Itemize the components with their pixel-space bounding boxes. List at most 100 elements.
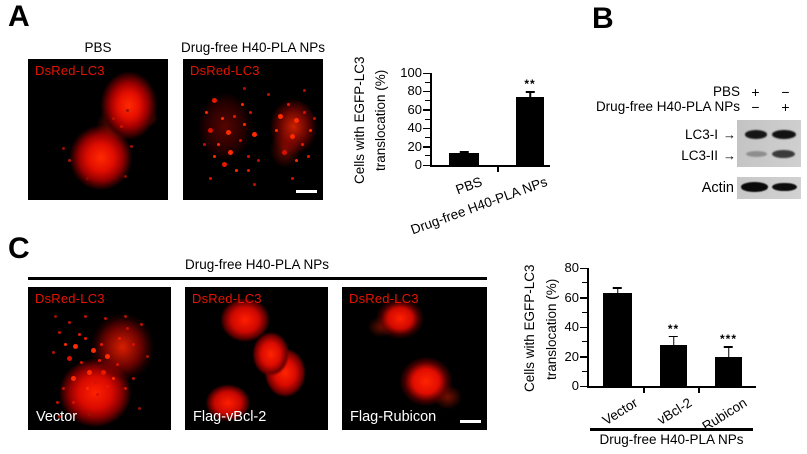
y-tick-label: 80	[564, 260, 579, 275]
error-bar	[529, 91, 531, 100]
y-tick-label: 60	[407, 101, 422, 117]
y-axis-label-line2: translocation (%)	[373, 69, 388, 171]
y-axis-tick	[425, 136, 430, 138]
error-bar	[463, 151, 465, 157]
x-axis-tick	[643, 388, 645, 393]
y-axis-tick	[580, 326, 587, 328]
micrograph-drugfree-nps: DsRed-LC3	[183, 59, 323, 200]
y-axis-tick	[423, 164, 430, 166]
y-axis-tick	[423, 146, 430, 148]
x-axis-tick	[698, 388, 700, 393]
y-axis-tick	[582, 341, 587, 343]
actin-band-lane1	[741, 182, 768, 192]
significance-marker: **	[524, 77, 536, 92]
chart-egfp-lc3-translocation-c: Cells with EGFP-LC3 translocation (%) Ve…	[505, 238, 807, 454]
dsred-lc3-label: DsRed-LC3	[349, 291, 419, 306]
dsred-lc3-label: DsRed-LC3	[35, 291, 105, 306]
panel-b-label: B	[592, 2, 614, 35]
micrograph-flag-rubicon: DsRed-LC3 Flag-Rubicon	[342, 287, 487, 430]
fluorescent-cells	[28, 59, 168, 200]
dsred-lc3-label: DsRed-LC3	[190, 63, 260, 78]
lc3-puncta	[28, 287, 31, 290]
arrow-right-icon: →	[723, 148, 736, 163]
y-axis-tick	[425, 81, 430, 83]
lane1-pbs-sign: +	[751, 84, 760, 100]
error-bar	[727, 346, 730, 360]
y-axis-tick	[425, 118, 430, 120]
y-tick-label: 40	[407, 120, 422, 136]
lc3-i-band-lane2	[772, 129, 796, 139]
bar-group-rubicon: *** Rubicon	[700, 268, 750, 434]
panel-a-image1-title: PBS	[84, 40, 112, 55]
lc3-ii-band-lane2	[772, 150, 795, 158]
y-tick-label: 40	[564, 319, 579, 334]
lc3-puncta	[183, 59, 186, 62]
panel-c-header: Drug-free H40-PLA NPs	[184, 257, 330, 272]
bar-drugfree-nps	[516, 96, 544, 165]
bar-group-pbs: PBS	[449, 73, 484, 197]
y-axis-tick	[580, 267, 587, 269]
group-label: Drug-free H40-PLA NPs	[599, 432, 744, 447]
significance-marker: ***	[719, 332, 737, 347]
plot-area: PBS ** Drug-free H40-PLA NPs 0 20 40 60 80 10…	[400, 65, 550, 237]
y-axis-label-line1: Cells with EGFP-LC3	[352, 56, 367, 184]
micrograph-pbs: DsRed-LC3	[28, 59, 168, 200]
group-underline	[590, 428, 753, 431]
actin-band-lane2	[772, 182, 797, 191]
y-axis-tick	[580, 297, 587, 299]
y-axis-tick	[423, 109, 430, 111]
bar-group-vector: Vector	[600, 268, 640, 428]
micrograph-flag-vbcl2: DsRed-LC3 Flag-vBcl-2	[185, 287, 328, 430]
condition-row-nps: Drug-free H40-PLA NPs	[595, 99, 740, 114]
lc3-ii-row-label: LC3-II →	[620, 148, 736, 163]
y-axis-label-line1: Cells with EGFP-LC3	[522, 264, 537, 392]
y-tick-label: 20	[564, 348, 579, 364]
x-tick-label: Vector	[599, 395, 640, 429]
y-axis-tick	[425, 100, 430, 102]
bar-group-vbcl2: ** vBcl-2	[655, 268, 695, 428]
lc3-ii-band-lane1	[746, 151, 767, 157]
flag-rubicon-caption: Flag-Rubicon	[350, 409, 437, 425]
y-tick-label: 0	[571, 378, 579, 393]
lc3-puncta	[28, 59, 31, 62]
dsred-lc3-label: DsRed-LC3	[35, 63, 105, 78]
y-axis-tick	[580, 385, 587, 387]
plot-area: Vector ** vBcl-2 *** Rubicon 0 20 40 60 80	[565, 260, 756, 434]
lc3-ii-label: LC3-II	[681, 148, 718, 163]
y-tick-label: 80	[407, 83, 422, 99]
panel-c-label: C	[8, 232, 30, 265]
fluorescent-cells	[28, 287, 171, 430]
bar-pbs	[449, 153, 479, 165]
actin-label: Actin	[701, 180, 734, 196]
lc3-i-row-label: LC3-I →	[620, 127, 736, 142]
bar-group-drugfree-nps: ** Drug-free H40-PLA NPs	[409, 73, 550, 237]
micrograph-vector: DsRed-LC3 Vector	[28, 287, 171, 430]
fluorescent-cells	[183, 59, 323, 200]
y-axis-tick	[423, 127, 430, 130]
panel-c-header-line	[28, 277, 487, 280]
arrow-right-icon: →	[723, 127, 736, 142]
flag-vbcl2-caption: Flag-vBcl-2	[193, 409, 267, 425]
y-tick-label: 60	[564, 289, 579, 305]
lane1-nps-sign: −	[751, 99, 760, 115]
error-bar	[616, 287, 619, 297]
dsred-lc3-label: DsRed-LC3	[192, 291, 262, 306]
panel-a-label: A	[8, 0, 30, 33]
y-tick-label: 20	[407, 138, 422, 154]
y-axis-tick	[582, 282, 587, 284]
x-axis-tick	[497, 167, 499, 172]
x-tick-label: vBcl-2	[655, 395, 695, 428]
y-tick-label: 0	[414, 157, 422, 172]
y-tick-label: 100	[400, 65, 422, 80]
scale-bar	[296, 189, 317, 193]
lc3-western-blot	[737, 120, 801, 167]
y-axis-tick	[423, 72, 430, 74]
y-axis-tick	[582, 370, 587, 372]
bar-vbcl2	[660, 344, 687, 386]
fluorescent-cells	[185, 287, 328, 430]
y-axis-tick	[425, 155, 430, 157]
lane2-pbs-sign: −	[781, 84, 790, 100]
y-axis-tick	[582, 311, 587, 313]
bar-rubicon	[715, 356, 742, 386]
bar-vector	[603, 293, 632, 386]
